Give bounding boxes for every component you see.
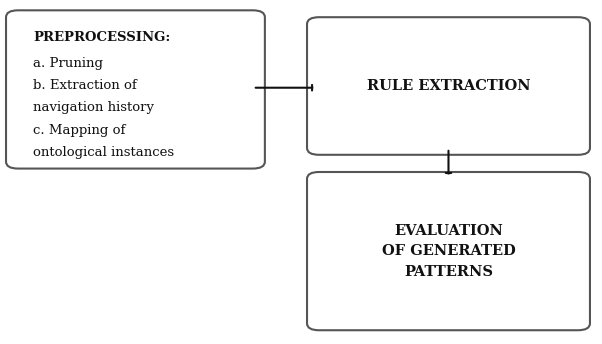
Text: navigation history: navigation history bbox=[33, 101, 154, 115]
FancyBboxPatch shape bbox=[307, 172, 590, 330]
Text: ontological instances: ontological instances bbox=[33, 146, 174, 159]
Text: EVALUATION
OF GENERATED
PATTERNS: EVALUATION OF GENERATED PATTERNS bbox=[382, 224, 515, 279]
Text: c. Mapping of: c. Mapping of bbox=[33, 124, 125, 137]
Text: PREPROCESSING:: PREPROCESSING: bbox=[33, 31, 170, 44]
FancyBboxPatch shape bbox=[307, 17, 590, 155]
Text: RULE EXTRACTION: RULE EXTRACTION bbox=[367, 79, 530, 93]
FancyBboxPatch shape bbox=[6, 10, 265, 169]
Text: b. Extraction of: b. Extraction of bbox=[33, 79, 137, 92]
Text: a. Pruning: a. Pruning bbox=[33, 57, 103, 70]
